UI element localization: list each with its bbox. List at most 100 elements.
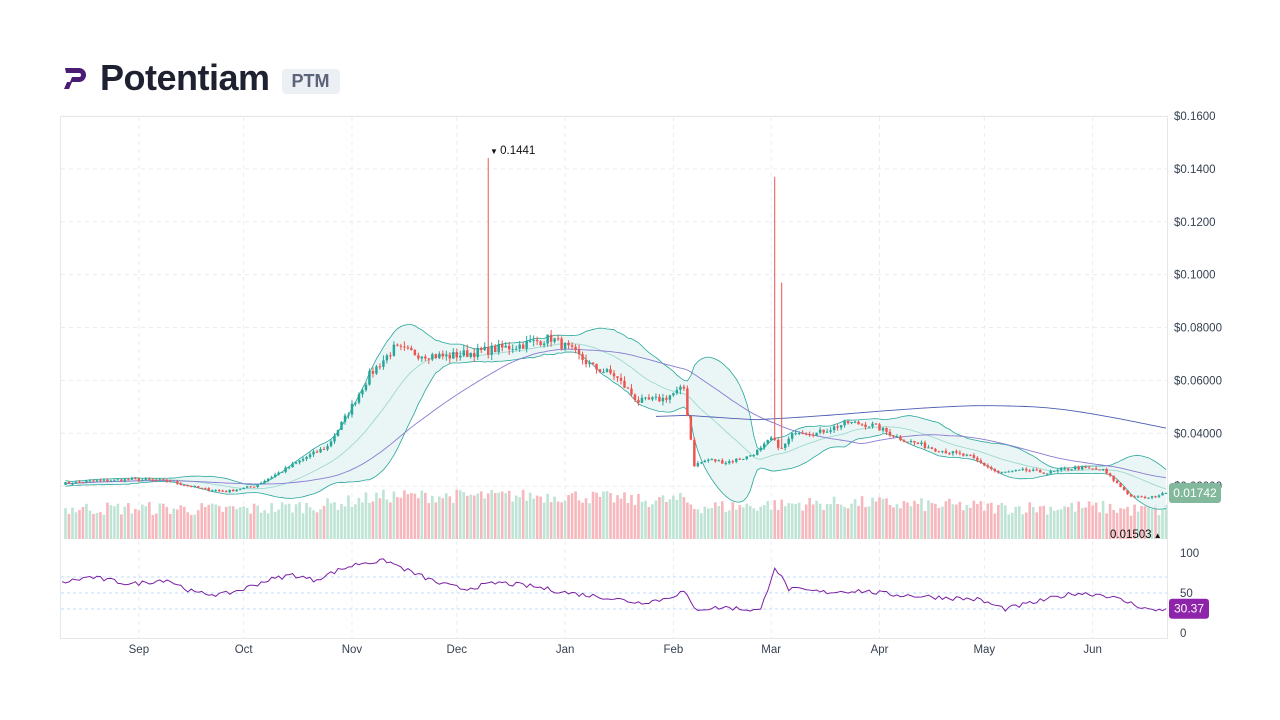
volume-bar: [860, 496, 864, 539]
rsi-panel: [61, 558, 1167, 612]
candle-body: [794, 433, 797, 435]
volume-bar: [1021, 514, 1025, 539]
candle-body: [983, 462, 986, 466]
candle-body: [724, 463, 728, 465]
volume-bar: [521, 489, 525, 539]
candle-body: [200, 487, 203, 489]
volume-bar: [448, 496, 452, 539]
volume-bar: [769, 509, 773, 539]
volume-bar: [438, 496, 441, 539]
volume-bar: [528, 492, 532, 539]
moving-average-50: [65, 348, 1167, 485]
volume-bar: [462, 492, 466, 539]
candle-body: [315, 451, 319, 453]
candle-body: [878, 424, 881, 431]
candle-body: [766, 440, 769, 444]
volume-bar: [291, 512, 294, 539]
candle-body: [549, 334, 553, 342]
volume-bar: [200, 503, 204, 539]
volume-bar: [378, 498, 382, 539]
bollinger-lower: [65, 351, 1167, 510]
candle-body: [731, 461, 735, 463]
volume-bar: [1063, 506, 1066, 539]
candle-body: [717, 460, 721, 462]
volume-bar: [836, 504, 839, 539]
volume-bar: [951, 504, 955, 539]
candle-body: [116, 479, 120, 481]
volume-bar: [633, 505, 637, 539]
candle-body: [361, 390, 364, 395]
volume-bar: [1147, 507, 1150, 539]
month-tick-label: Jan: [556, 644, 575, 656]
candle-body: [1066, 468, 1070, 470]
candle-body: [818, 429, 822, 433]
volume-bar: [665, 502, 668, 539]
candle-body: [532, 339, 535, 341]
volume-bar: [969, 507, 972, 539]
candle-body: [913, 440, 916, 443]
rsi-line: [61, 558, 1167, 612]
bollinger-fill: [65, 324, 1167, 510]
volume-bar: [584, 498, 588, 539]
volume-bar: [881, 498, 885, 539]
rsi-tick-label: 50: [1180, 588, 1193, 600]
volume-bar: [700, 513, 703, 539]
candle-body: [874, 423, 878, 425]
candle-body: [780, 447, 783, 449]
candle-body: [155, 479, 158, 481]
volume-bar: [741, 507, 745, 539]
candle-body: [997, 470, 1000, 473]
candle-body: [822, 429, 825, 433]
volume-bar: [787, 503, 790, 539]
volume-bar: [1024, 512, 1028, 539]
candle-body: [1039, 469, 1042, 473]
candle-body: [1052, 470, 1056, 472]
candle-body: [1119, 482, 1122, 487]
volume-bar: [1126, 506, 1129, 539]
candle-body: [1077, 466, 1080, 470]
volume-bar: [127, 503, 130, 539]
candle-body: [298, 460, 301, 463]
volume-bar: [1038, 506, 1042, 539]
candle-body: [955, 451, 958, 453]
volume-bar: [626, 503, 630, 539]
volume-bar: [382, 489, 385, 539]
candle-body: [350, 403, 354, 415]
candle-body: [1084, 466, 1087, 468]
volume-bar: [720, 501, 724, 539]
volume-bar: [500, 491, 504, 539]
candle-body: [591, 362, 595, 364]
candle-body: [738, 458, 741, 460]
volume-bar: [137, 510, 141, 539]
candle-body: [892, 435, 895, 437]
candle-body: [839, 425, 843, 428]
price-tick-label: $0.1400: [1174, 164, 1216, 176]
candle-body: [658, 396, 661, 402]
candle-body: [609, 369, 612, 374]
volume-bar: [780, 499, 784, 539]
volume-bar: [825, 503, 829, 539]
candle-body: [867, 426, 871, 428]
volume-bar: [993, 513, 997, 539]
candle-body: [284, 467, 287, 472]
volume-bar: [832, 496, 836, 539]
volume-bar: [256, 505, 259, 539]
volume-bar: [916, 503, 920, 539]
candle-body: [511, 349, 514, 351]
volume-bar: [909, 506, 913, 539]
candle-body: [137, 478, 141, 481]
candle-body: [651, 397, 654, 400]
volume-bar: [294, 504, 298, 539]
volume-bar: [1119, 508, 1122, 539]
volume-bar: [1049, 506, 1053, 539]
asset-header: Potentiam PTM: [62, 56, 340, 100]
volume-bar: [853, 499, 857, 539]
volume-bar: [934, 503, 937, 539]
volume-bar: [612, 502, 616, 539]
volume-bar: [623, 492, 626, 539]
candle-body: [927, 447, 930, 449]
volume-bar: [605, 491, 609, 539]
volume-bar: [420, 490, 424, 539]
candle-body: [1004, 471, 1007, 473]
